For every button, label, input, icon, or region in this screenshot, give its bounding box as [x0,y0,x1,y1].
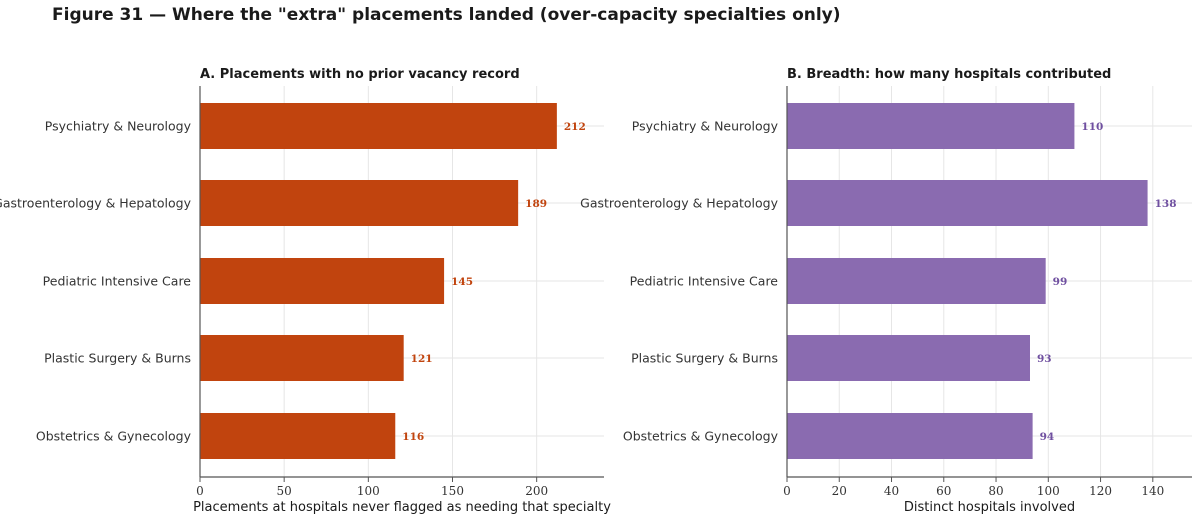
panel-b-category-label: Psychiatry & Neurology [632,119,779,134]
panel-b-data-label: 138 [1155,198,1177,210]
panel-a-bar-chart: 212 Psychiatry & Neurology 189 Gastroentero… [0,67,611,515]
panel-b-bar [787,335,1030,381]
panel-a-data-label: 145 [451,276,473,288]
panel-b-x-tick-label: 60 [936,484,951,498]
panel-a-category-label: Plastic Surgery & Burns [44,351,191,366]
panel-a-x-tick-label: 100 [357,484,380,498]
panel-a-data-label: 121 [411,353,433,365]
panel-b-category-label: Pediatric Intensive Care [630,274,779,289]
panel-a-x-tick-label: 150 [441,484,464,498]
panel-b-data-label: 110 [1081,121,1103,133]
panel-b-data-label: 94 [1040,431,1055,443]
panel-a-x-tick-label: 50 [277,484,292,498]
panel-b-x-tick-label: 140 [1141,484,1164,498]
panel-b-x-tick-label: 120 [1089,484,1112,498]
panel-a-category-label: Gastroenterology & Hepatology [0,196,192,211]
panel-a-bar [200,180,519,226]
panel-a-data-label: 212 [564,121,586,133]
panel-a-x-tick-label: 200 [525,484,548,498]
panel-b-x-tick-label: 80 [988,484,1003,498]
panel-b-x-tick-label: 100 [1037,484,1060,498]
panel-a-x-tick-label: 0 [196,484,204,498]
panel-a-data-label: 189 [525,198,547,210]
panel-b-bar [787,103,1075,149]
panel-b-x-axis-label: Distinct hospitals involved [904,500,1075,515]
panel-b-data-label: 99 [1053,276,1068,288]
panel-b-bar [787,180,1148,226]
panel-b-bar [787,258,1046,304]
panel-a-bar [200,103,557,149]
panel-a-bar [200,335,404,381]
panel-b-category-label: Plastic Surgery & Burns [631,351,778,366]
panel-a-category-label: Obstetrics & Gynecology [36,429,192,444]
panel-a-title: A. Placements with no prior vacancy reco… [200,67,520,82]
panel-b-category-label: Gastroenterology & Hepatology [580,196,778,211]
panel-b-x-tick-label: 20 [832,484,847,498]
panel-b-x-tick-label: 40 [884,484,899,498]
panel-a-category-label: Pediatric Intensive Care [43,274,192,289]
panel-a-bar [200,413,396,459]
panel-a-bar [200,258,445,304]
panel-a-category-label: Psychiatry & Neurology [45,119,192,134]
panel-b-bar [787,413,1033,459]
panel-b-title: B. Breadth: how many hospitals contribut… [787,67,1111,82]
panel-a-x-axis-label: Placements at hospitals never flagged as… [193,500,611,515]
panel-b-data-label: 93 [1037,353,1052,365]
figure-title: Figure 31 — Where the "extra" placements… [52,5,841,25]
panel-b-category-label: Obstetrics & Gynecology [623,429,779,444]
panel-b-bar-chart: 110 Psychiatry & Neurology 138 Gastroentero… [580,67,1192,515]
panel-a-data-label: 116 [402,431,424,443]
panel-b-x-tick-label: 0 [783,484,791,498]
